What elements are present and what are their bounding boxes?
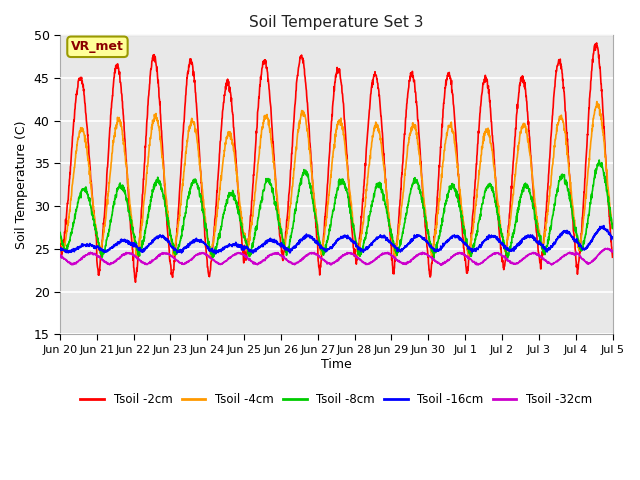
Text: VR_met: VR_met <box>71 40 124 53</box>
X-axis label: Time: Time <box>321 358 351 371</box>
Y-axis label: Soil Temperature (C): Soil Temperature (C) <box>15 120 28 249</box>
Title: Soil Temperature Set 3: Soil Temperature Set 3 <box>249 15 424 30</box>
Legend: Tsoil -2cm, Tsoil -4cm, Tsoil -8cm, Tsoil -16cm, Tsoil -32cm: Tsoil -2cm, Tsoil -4cm, Tsoil -8cm, Tsoi… <box>76 388 596 410</box>
